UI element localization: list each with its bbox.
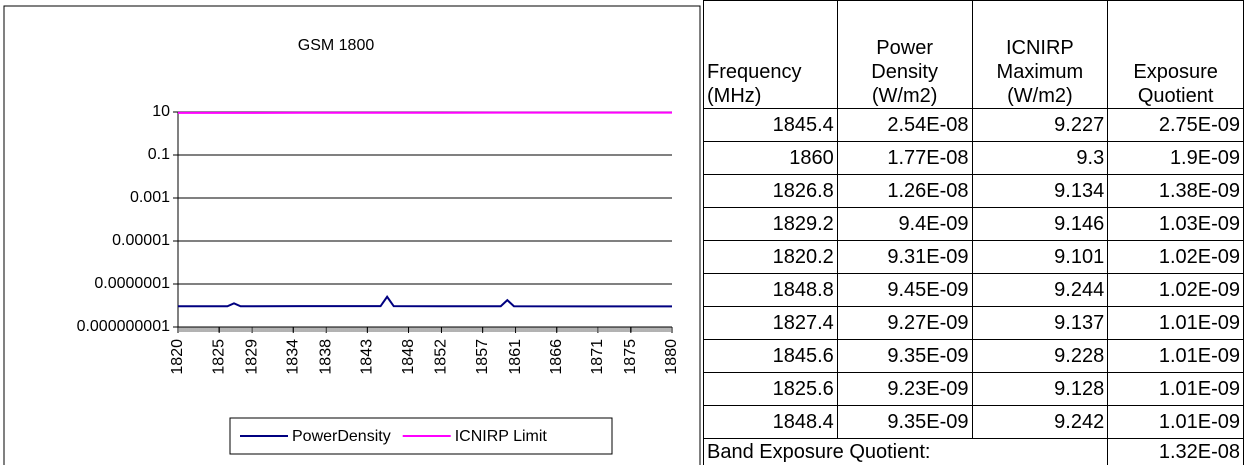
table-cell: 9.23E-09 bbox=[836, 372, 973, 406]
header-text: (W/m2) bbox=[1007, 85, 1073, 107]
x-tick-label: 1880 bbox=[663, 339, 680, 375]
header-cell: Frequency (MHz) bbox=[703, 0, 838, 109]
table-row: 1820.2 9.31E-09 9.101 1.02E-09 bbox=[703, 240, 1244, 274]
chart: GSM 1800 10 0.1 0.001 0.00001 0.0000001 0.000… bbox=[3, 5, 701, 465]
y-tick-label: 0.001 bbox=[130, 189, 170, 206]
x-tick-label: 1838 bbox=[317, 339, 334, 375]
table-cell: 1827.4 bbox=[703, 306, 838, 340]
x-tick-label: 1866 bbox=[548, 339, 565, 375]
legend-label: ICNIRP Limit bbox=[455, 428, 548, 445]
header-cell: Power Density (W/m2) bbox=[836, 0, 973, 109]
table-cell: 1.9E-09 bbox=[1107, 141, 1244, 175]
y-tick-label: 10 bbox=[152, 103, 170, 120]
x-tick-label: 1852 bbox=[433, 339, 450, 375]
x-tick-label: 1825 bbox=[210, 339, 227, 375]
table-cell: 1.02E-09 bbox=[1107, 273, 1244, 307]
table-cell: 9.4E-09 bbox=[836, 207, 973, 241]
table-cell: 1848.4 bbox=[703, 405, 838, 439]
table-cell: 1.01E-09 bbox=[1107, 306, 1244, 340]
table-cell: 1.02E-09 bbox=[1107, 240, 1244, 274]
table-cell: 1860 bbox=[703, 141, 838, 175]
footer-row: Band Exposure Quotient: 1.32E-08 bbox=[702, 438, 1244, 465]
header-text: Exposure bbox=[1133, 61, 1218, 83]
table-cell: 1.03E-09 bbox=[1107, 207, 1244, 241]
y-tick-label: 0.0000001 bbox=[94, 275, 170, 292]
table-cell: 1.01E-09 bbox=[1107, 372, 1244, 406]
table-cell: 1.77E-08 bbox=[836, 141, 973, 175]
table-cell: 9.128 bbox=[971, 372, 1109, 406]
footer-label: Band Exposure Quotient: bbox=[702, 438, 1109, 465]
table-cell: 9.227 bbox=[971, 108, 1109, 142]
x-tick-label: 1834 bbox=[284, 339, 301, 375]
table-cell: 9.27E-09 bbox=[836, 306, 973, 340]
table-row: 1829.2 9.4E-09 9.146 1.03E-09 bbox=[703, 207, 1244, 241]
table-cell: 9.137 bbox=[971, 306, 1109, 340]
table-cell: 9.35E-09 bbox=[836, 339, 973, 373]
table-cell: 9.134 bbox=[971, 174, 1109, 208]
table-row: 1826.8 1.26E-08 9.134 1.38E-09 bbox=[703, 174, 1244, 208]
table-cell: 1.26E-08 bbox=[836, 174, 973, 208]
header-text: ICNIRP bbox=[1005, 37, 1074, 59]
header-text: Quotient bbox=[1137, 85, 1214, 107]
chart-frame bbox=[3, 5, 701, 465]
legend-label: PowerDensity bbox=[292, 428, 391, 445]
legend: PowerDensity ICNIRP Limit bbox=[229, 417, 613, 455]
table-cell: 1.38E-09 bbox=[1107, 174, 1244, 208]
table-row: 1845.6 9.35E-09 9.228 1.01E-09 bbox=[703, 339, 1244, 373]
chart-title: GSM 1800 bbox=[298, 37, 375, 54]
table-cell: 1.01E-09 bbox=[1107, 405, 1244, 439]
table-cell: 1848.8 bbox=[703, 273, 838, 307]
y-tick-label: 0.000000001 bbox=[77, 318, 171, 335]
table-cell: 9.31E-09 bbox=[836, 240, 973, 274]
x-tick-label: 1861 bbox=[507, 339, 524, 375]
table-row: 1827.4 9.27E-09 9.137 1.01E-09 bbox=[703, 306, 1244, 340]
y-tick-label: 0.00001 bbox=[112, 232, 170, 249]
table-row: 1825.6 9.23E-09 9.128 1.01E-09 bbox=[703, 372, 1244, 406]
x-tick-label: 1829 bbox=[243, 339, 260, 375]
data-line bbox=[178, 295, 672, 308]
x-tick-label: 1820 bbox=[169, 339, 186, 375]
table-cell: 9.228 bbox=[971, 339, 1109, 373]
table-row: 1860 1.77E-08 9.3 1.9E-09 bbox=[703, 141, 1244, 175]
table-row: 1848.8 9.45E-09 9.244 1.02E-09 bbox=[703, 273, 1244, 307]
header-text: Maximum bbox=[996, 61, 1084, 83]
table-cell: 9.242 bbox=[971, 405, 1109, 439]
table-cell: 1.01E-09 bbox=[1107, 339, 1244, 373]
header-row: Frequency (MHz) Power Density (W/m2) ICNIRP Ma… bbox=[703, 0, 1244, 109]
table-cell: 1826.8 bbox=[703, 174, 838, 208]
header-text: Frequency bbox=[707, 61, 802, 83]
x-tick-label: 1843 bbox=[359, 339, 376, 375]
table-cell: 9.146 bbox=[971, 207, 1109, 241]
table-row: 1845.4 2.54E-08 9.227 2.75E-09 bbox=[703, 108, 1244, 142]
table-cell: 1825.6 bbox=[703, 372, 838, 406]
x-tick-label: 1871 bbox=[589, 339, 606, 375]
table-cell: 1820.2 bbox=[703, 240, 838, 274]
data-table: Frequency (MHz) Power Density (W/m2) ICNIRP Ma… bbox=[702, 0, 1244, 465]
y-tick-label: 0.1 bbox=[148, 146, 170, 163]
table-cell: 9.45E-09 bbox=[836, 273, 973, 307]
header-text: (W/m2) bbox=[871, 85, 938, 107]
table-cell: 9.244 bbox=[971, 273, 1109, 307]
table-cell: 9.101 bbox=[971, 240, 1109, 274]
table-cell: 9.35E-09 bbox=[836, 405, 973, 439]
table-cell: 1845.6 bbox=[703, 339, 838, 373]
header-cell: Exposure Quotient bbox=[1107, 0, 1244, 109]
header-cell: ICNIRP Maximum (W/m2) bbox=[971, 0, 1109, 109]
table-cell: 2.75E-09 bbox=[1107, 108, 1244, 142]
header-text: Density bbox=[871, 61, 938, 83]
header-text: Power bbox=[876, 37, 933, 59]
table-cell: 1829.2 bbox=[703, 207, 838, 241]
table-cell: 1845.4 bbox=[703, 108, 838, 142]
footer-value: 1.32E-08 bbox=[1107, 438, 1244, 465]
x-tick-label: 1875 bbox=[622, 339, 639, 375]
table-cell: 9.3 bbox=[971, 141, 1109, 175]
table-cell: 2.54E-08 bbox=[836, 108, 973, 142]
header-text: (MHz) bbox=[707, 85, 762, 107]
x-tick-label: 1857 bbox=[474, 339, 491, 375]
x-tick-label: 1848 bbox=[400, 339, 417, 375]
table-row: 1848.4 9.35E-09 9.242 1.01E-09 bbox=[703, 405, 1244, 439]
